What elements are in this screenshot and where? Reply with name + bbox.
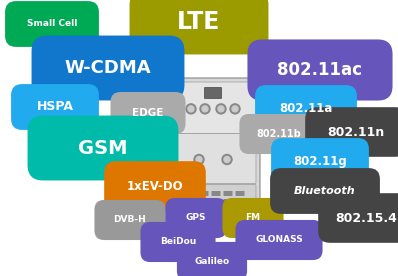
FancyBboxPatch shape [236, 191, 244, 196]
Text: 1xEV-DO: 1xEV-DO [127, 179, 183, 192]
Circle shape [230, 104, 240, 114]
FancyBboxPatch shape [270, 168, 380, 214]
Text: BeiDou: BeiDou [160, 238, 196, 246]
FancyBboxPatch shape [140, 222, 216, 262]
FancyBboxPatch shape [211, 191, 220, 196]
Circle shape [196, 156, 202, 163]
FancyBboxPatch shape [305, 107, 398, 157]
FancyBboxPatch shape [224, 199, 232, 204]
FancyBboxPatch shape [129, 0, 269, 54]
FancyBboxPatch shape [205, 87, 222, 99]
Text: 802.11n: 802.11n [328, 126, 384, 139]
FancyBboxPatch shape [170, 82, 256, 134]
Text: GLONASS: GLONASS [255, 235, 303, 245]
Circle shape [202, 106, 208, 112]
FancyBboxPatch shape [111, 92, 185, 134]
Text: EDGE: EDGE [132, 108, 164, 118]
Circle shape [218, 106, 224, 112]
Text: 802.11a: 802.11a [279, 102, 333, 115]
FancyBboxPatch shape [236, 199, 244, 204]
FancyBboxPatch shape [211, 207, 220, 212]
Text: GSM: GSM [78, 139, 128, 158]
FancyBboxPatch shape [255, 85, 357, 131]
Text: Small Cell: Small Cell [27, 20, 77, 28]
FancyBboxPatch shape [166, 198, 226, 238]
Circle shape [216, 104, 226, 114]
FancyBboxPatch shape [187, 191, 197, 196]
FancyBboxPatch shape [222, 198, 283, 238]
Circle shape [224, 156, 230, 163]
FancyBboxPatch shape [236, 207, 244, 212]
FancyBboxPatch shape [211, 199, 220, 204]
FancyBboxPatch shape [170, 134, 256, 184]
FancyBboxPatch shape [27, 116, 178, 181]
FancyBboxPatch shape [224, 191, 232, 196]
Text: FM: FM [246, 214, 261, 222]
FancyBboxPatch shape [176, 191, 185, 196]
Text: HSPA: HSPA [37, 100, 74, 113]
Text: DVB-H: DVB-H [113, 216, 146, 224]
FancyBboxPatch shape [224, 207, 232, 212]
FancyBboxPatch shape [318, 193, 398, 243]
Circle shape [222, 155, 232, 164]
Text: W-CDMA: W-CDMA [65, 59, 151, 77]
Text: Galileo: Galileo [195, 256, 230, 266]
FancyBboxPatch shape [176, 207, 185, 212]
FancyBboxPatch shape [248, 39, 392, 100]
FancyBboxPatch shape [199, 207, 209, 212]
FancyBboxPatch shape [94, 200, 166, 240]
FancyBboxPatch shape [240, 114, 318, 154]
Text: GPS: GPS [186, 214, 206, 222]
Text: 802.11b: 802.11b [257, 129, 301, 139]
FancyBboxPatch shape [271, 138, 369, 184]
FancyBboxPatch shape [5, 1, 99, 47]
FancyBboxPatch shape [104, 161, 206, 211]
Circle shape [200, 104, 210, 114]
FancyBboxPatch shape [176, 199, 185, 204]
FancyBboxPatch shape [11, 84, 99, 130]
Circle shape [194, 155, 204, 164]
FancyBboxPatch shape [199, 191, 209, 196]
FancyBboxPatch shape [187, 199, 197, 204]
Circle shape [232, 106, 238, 112]
FancyBboxPatch shape [199, 199, 209, 204]
Text: 802.11g: 802.11g [293, 155, 347, 168]
FancyBboxPatch shape [31, 36, 184, 100]
Text: 802.11ac: 802.11ac [277, 61, 363, 79]
FancyBboxPatch shape [170, 184, 256, 229]
Circle shape [188, 106, 194, 112]
FancyBboxPatch shape [166, 78, 260, 232]
FancyBboxPatch shape [187, 207, 197, 212]
Text: 802.15.4: 802.15.4 [335, 211, 397, 224]
FancyBboxPatch shape [236, 220, 322, 260]
Text: Bluetooth: Bluetooth [294, 186, 356, 196]
Circle shape [186, 104, 196, 114]
Text: LTE: LTE [178, 10, 220, 34]
FancyBboxPatch shape [177, 242, 247, 276]
